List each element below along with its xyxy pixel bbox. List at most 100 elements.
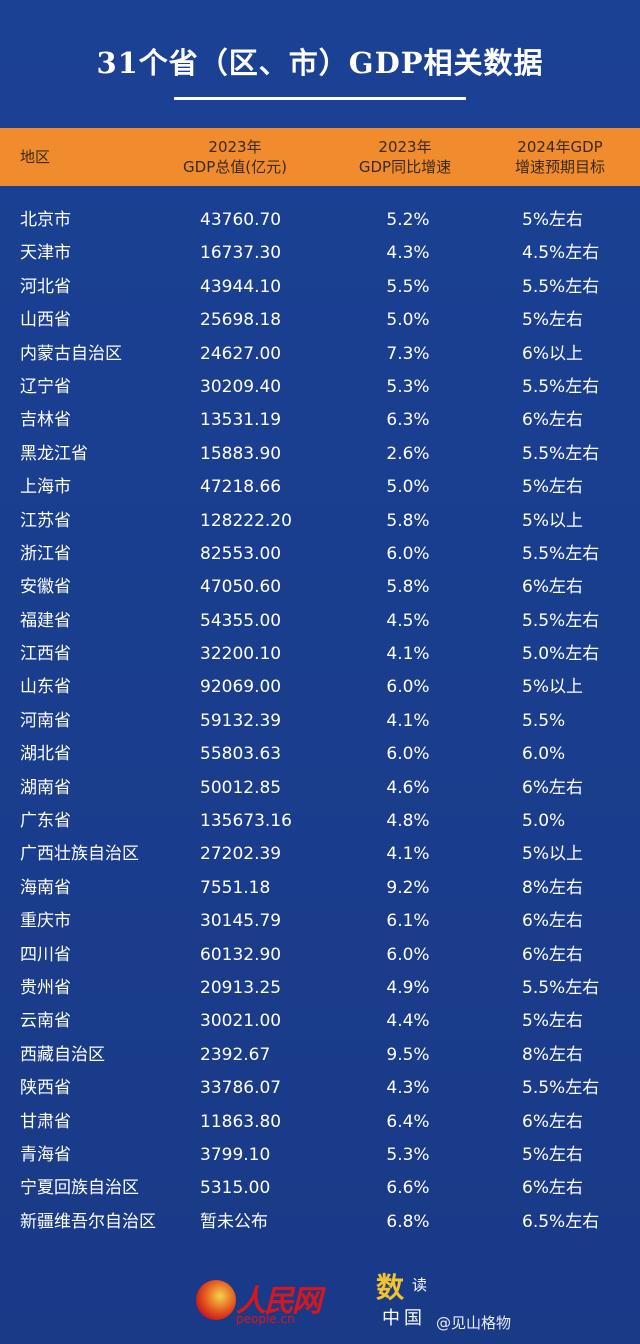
title-underline [174, 97, 466, 100]
gdp-growth-cell: 7.3% [386, 343, 430, 364]
gdp-target-cell: 6%左右 [522, 1178, 583, 1199]
header-gdp-target-line2: 增速预期目标 [514, 158, 605, 176]
gdp-growth-cell: 9.5% [386, 1044, 430, 1065]
gdp-total-cell: 3799.10 [200, 1144, 271, 1165]
gdp-target-cell: 6.5%左右 [522, 1211, 600, 1232]
gdp-growth-cell: 4.9% [386, 977, 430, 998]
brand-zhongguo: 中国 [382, 1308, 426, 1329]
gdp-target-cell: 6%左右 [522, 410, 583, 431]
gdp-total-cell: 59132.39 [200, 710, 282, 731]
table-row: 福建省 54355.00 4.5% 5.5%左右 [0, 605, 640, 638]
gdp-total-cell: 128222.20 [200, 510, 292, 531]
gdp-total-cell: 2392.67 [200, 1044, 271, 1065]
gdp-target-cell: 4.5%左右 [522, 243, 600, 264]
gdp-growth-cell: 4.6% [386, 777, 430, 798]
gdp-total-cell: 47050.60 [200, 577, 282, 598]
gdp-total-cell: 33786.07 [200, 1078, 282, 1099]
header-region-label: 地区 [20, 148, 51, 166]
table-row: 新疆维吾尔自治区 暂未公布 6.8% 6.5%左右 [0, 1206, 640, 1239]
gdp-total-cell: 43944.10 [200, 276, 282, 297]
gdp-target-cell: 8%左右 [522, 877, 583, 898]
gdp-total-cell: 16737.30 [200, 243, 282, 264]
gdp-target-cell: 5.0% [522, 811, 566, 832]
gdp-growth-cell: 5.3% [386, 1144, 430, 1165]
table-row: 甘肃省 11863.80 6.4% 6%左右 [0, 1106, 640, 1139]
gdp-total-cell: 54355.00 [200, 610, 282, 631]
header-gdp-growth-line2: GDP同比增速 [358, 158, 452, 176]
region-name-cell: 青海省 [20, 1144, 71, 1165]
region-name-cell: 浙江省 [20, 543, 71, 564]
gdp-growth-cell: 6.0% [386, 744, 430, 765]
region-name-cell: 广东省 [20, 811, 71, 832]
table-row: 陕西省 33786.07 4.3% 5.5%左右 [0, 1072, 640, 1105]
gdp-target-cell: 6.0% [522, 744, 566, 765]
page-title: 31个省（区、市）GDP相关数据 [96, 46, 544, 80]
gdp-target-cell: 5.5% [522, 710, 566, 731]
gdp-growth-cell: 5.8% [386, 510, 430, 531]
gdp-growth-cell: 6.6% [386, 1178, 430, 1199]
gdp-target-cell: 5%左右 [522, 477, 583, 498]
gdp-total-cell: 25698.18 [200, 310, 282, 331]
brand-char-shu: 数 [376, 1271, 405, 1304]
table-body: 北京市 43760.70 5.2% 5%左右 天津市 16737.30 4.3% 4.5%左右… [0, 204, 640, 1239]
people-cn-logo: 人民网 people.cn [196, 1276, 326, 1332]
gdp-total-cell: 30209.40 [200, 376, 282, 397]
gdp-target-cell: 5.0%左右 [522, 644, 600, 665]
table-row: 四川省 60132.90 6.0% 6%左右 [0, 939, 640, 972]
footer: 人民网 people.cn 数 读 中国 @见山格物 [0, 1262, 640, 1344]
gdp-growth-cell: 6.1% [386, 911, 430, 932]
gdp-total-cell: 30021.00 [200, 1011, 282, 1032]
title-area: 31个省（区、市）GDP相关数据 [0, 0, 640, 128]
gdp-growth-cell: 5.0% [386, 310, 430, 331]
region-name-cell: 新疆维吾尔自治区 [20, 1211, 156, 1232]
gdp-total-cell: 27202.39 [200, 844, 282, 865]
header-gdp-total-line1: 2023年 [208, 138, 262, 156]
people-logo-url: people.cn [236, 1312, 295, 1326]
region-name-cell: 天津市 [20, 243, 71, 264]
header-gdp-growth: 2023年 GDP同比增速 [335, 128, 475, 186]
region-name-cell: 重庆市 [20, 911, 71, 932]
region-name-cell: 广西壮族自治区 [20, 844, 139, 865]
gdp-growth-cell: 4.5% [386, 610, 430, 631]
gdp-growth-cell: 4.1% [386, 644, 430, 665]
gdp-target-cell: 5%左右 [522, 1011, 583, 1032]
table-row: 河南省 59132.39 4.1% 5.5% [0, 705, 640, 738]
region-name-cell: 海南省 [20, 877, 71, 898]
gdp-target-cell: 5%以上 [522, 510, 583, 531]
gdp-target-cell: 5.5%左右 [522, 376, 600, 397]
region-name-cell: 西藏自治区 [20, 1044, 105, 1065]
gdp-target-cell: 5.5%左右 [522, 443, 600, 464]
gdp-target-cell: 6%左右 [522, 777, 583, 798]
gdp-growth-cell: 4.3% [386, 1078, 430, 1099]
header-gdp-growth-line1: 2023年 [378, 138, 432, 156]
table-row: 山西省 25698.18 5.0% 5%左右 [0, 304, 640, 337]
gdp-growth-cell: 6.0% [386, 677, 430, 698]
table-header: 地区 2023年 GDP总值(亿元) 2023年 GDP同比增速 2024年GD… [0, 128, 640, 186]
table-row: 内蒙古自治区 24627.00 7.3% 6%以上 [0, 338, 640, 371]
gdp-growth-cell: 4.3% [386, 243, 430, 264]
gdp-total-cell: 92069.00 [200, 677, 282, 698]
table-row: 北京市 43760.70 5.2% 5%左右 [0, 204, 640, 237]
table-row: 安徽省 47050.60 5.8% 6%左右 [0, 571, 640, 604]
gdp-growth-cell: 4.4% [386, 1011, 430, 1032]
gdp-total-cell: 暂未公布 [200, 1211, 268, 1232]
region-name-cell: 甘肃省 [20, 1111, 71, 1132]
table-row: 重庆市 30145.79 6.1% 6%左右 [0, 905, 640, 938]
gdp-target-cell: 5.5%左右 [522, 610, 600, 631]
gdp-growth-cell: 4.1% [386, 844, 430, 865]
region-name-cell: 湖北省 [20, 744, 71, 765]
region-name-cell: 安徽省 [20, 577, 71, 598]
gdp-total-cell: 24627.00 [200, 343, 282, 364]
table-row: 上海市 47218.66 5.0% 5%左右 [0, 471, 640, 504]
region-name-cell: 吉林省 [20, 410, 71, 431]
region-name-cell: 河北省 [20, 276, 71, 297]
header-gdp-target-line1: 2024年GDP [517, 138, 603, 156]
gdp-total-cell: 43760.70 [200, 210, 282, 230]
gdp-target-cell: 5.5%左右 [522, 543, 600, 564]
region-name-cell: 北京市 [20, 210, 71, 230]
gdp-growth-cell: 4.8% [386, 811, 430, 832]
gdp-total-cell: 50012.85 [200, 777, 282, 798]
table-row: 天津市 16737.30 4.3% 4.5%左右 [0, 237, 640, 270]
gdp-growth-cell: 6.8% [386, 1211, 430, 1232]
